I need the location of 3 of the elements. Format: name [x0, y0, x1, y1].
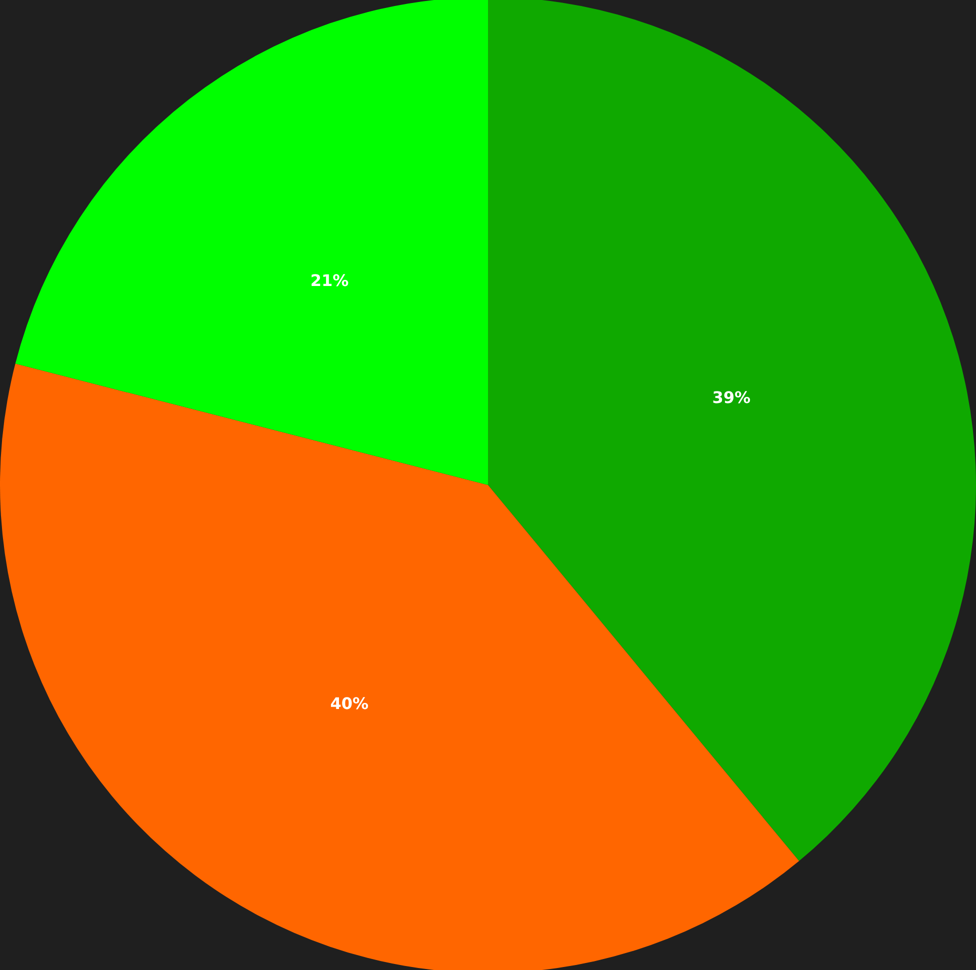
- data-label: 40%: [330, 694, 369, 713]
- data-label: 39%: [712, 388, 750, 407]
- data-label: 21%: [310, 271, 349, 290]
